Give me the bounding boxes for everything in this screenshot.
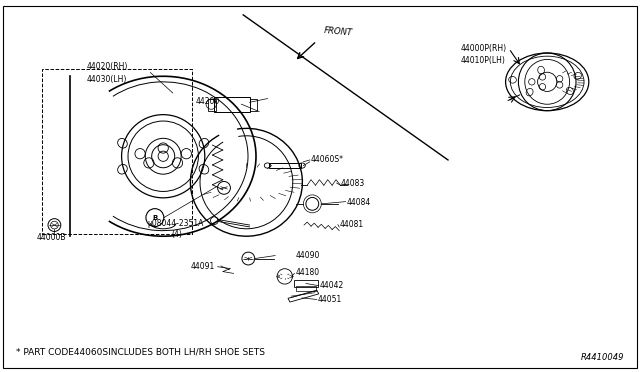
Text: 44081: 44081 — [339, 220, 364, 229]
Text: 44030(LH): 44030(LH) — [86, 75, 127, 84]
Bar — [250, 99, 257, 111]
Text: B: B — [152, 215, 157, 221]
Text: 44060S*: 44060S* — [311, 155, 344, 164]
Text: (4): (4) — [172, 230, 182, 239]
Text: µ08044-2351A: µ08044-2351A — [147, 219, 204, 228]
Text: 44083: 44083 — [341, 179, 365, 187]
Bar — [294, 280, 318, 287]
Text: 44180: 44180 — [296, 268, 320, 277]
Text: 44200: 44200 — [195, 97, 220, 106]
Text: 44010P(LH): 44010P(LH) — [461, 56, 506, 65]
Text: 44020(RH): 44020(RH) — [86, 62, 128, 71]
Text: FRONT: FRONT — [323, 26, 353, 38]
Bar — [296, 286, 316, 291]
Text: * PART CODE44060SINCLUDES BOTH LH/RH SHOE SETS: * PART CODE44060SINCLUDES BOTH LH/RH SHO… — [16, 347, 265, 356]
Text: 44000B: 44000B — [36, 233, 66, 242]
Bar — [208, 99, 216, 111]
Bar — [269, 163, 301, 168]
Bar — [42, 69, 192, 234]
Text: 44091: 44091 — [191, 262, 215, 271]
Text: 44051: 44051 — [318, 295, 342, 304]
Text: 44090: 44090 — [296, 251, 320, 260]
Text: 44084: 44084 — [347, 198, 371, 207]
Text: R4410049: R4410049 — [580, 353, 624, 362]
Text: 44042: 44042 — [320, 281, 344, 290]
Bar — [214, 97, 250, 112]
Text: 44000P(RH): 44000P(RH) — [461, 44, 507, 53]
